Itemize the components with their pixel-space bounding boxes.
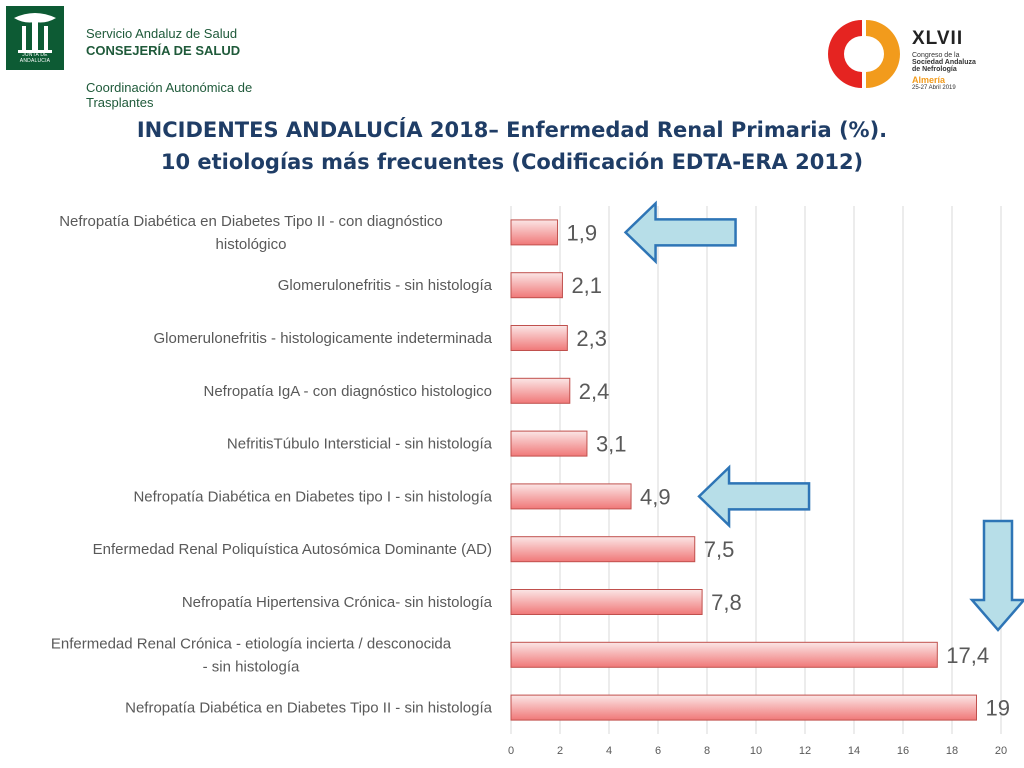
x-tick-label-8: 16 (897, 745, 909, 757)
bar-0 (510, 219, 559, 246)
value-label-4: 3,1 (596, 432, 627, 457)
chart-value-labels: 1,9 2,1 2,3 2,4 3,1 4,9 7,5 7,8 17,4 19 (567, 220, 1010, 720)
category-label-2: Glomerulonefritis - histologicamente ind… (154, 330, 493, 347)
bar-3 (510, 377, 571, 404)
chart-bars (510, 219, 977, 721)
category-label-8: Enfermedad Renal Crónica - etiología inc… (51, 635, 452, 675)
sas-logo: JUNTA DE ANDALUCIA Servicio Andaluz de S… (0, 0, 320, 110)
x-tick-label-1: 2 (557, 745, 563, 757)
congress-number: XLVII (912, 28, 964, 49)
congress-dates: 25-27 Abril 2019 (912, 85, 956, 91)
category-label-4: NefritisTúbulo Intersticial - sin histol… (227, 436, 493, 453)
congress-emblem-icon (828, 20, 900, 88)
value-label-5: 4,9 (640, 484, 671, 509)
arrow-down-icon-2 (969, 519, 1024, 632)
category-label-1: Glomerulonefritis - sin histología (278, 277, 493, 294)
category-label-0: Nefropatía Diabética en Diabetes Tipo II… (59, 213, 443, 253)
chart-title-line1: INCIDENTES ANDALUCÍA 2018– Enfermedad Re… (136, 118, 888, 142)
x-tick-label-2: 4 (606, 745, 612, 757)
congress-city: Almería (912, 75, 946, 85)
chart-x-ticks: 0 2 4 6 8 10 12 14 16 18 20 (508, 745, 1007, 757)
congress-logo: XLVII Congreso de la Sociedad Andaluza d… (822, 14, 1022, 94)
x-tick-label-5: 10 (750, 745, 762, 757)
congress-line3: de Nefrología (912, 66, 957, 73)
value-label-3: 2,4 (579, 379, 610, 404)
org-department: CONSEJERÍA DE SALUD (86, 43, 241, 58)
arrow-left-icon-1 (697, 464, 811, 529)
category-label-9: Nefropatía Diabética en Diabetes Tipo II… (125, 700, 493, 717)
value-label-6: 7,5 (704, 537, 735, 562)
x-tick-label-9: 18 (946, 745, 958, 757)
bar-2 (510, 325, 568, 351)
category-label-6: Enfermedad Renal Poliquística Autosómica… (93, 541, 492, 558)
congress-line1: Congreso de la (912, 52, 960, 59)
bar-6 (510, 536, 696, 563)
org-unit: Coordinación Autonómica de Trasplantes (86, 80, 253, 110)
junta-andalucia-seal (6, 6, 64, 70)
value-label-1: 2,1 (571, 273, 602, 298)
bar-1 (510, 272, 563, 299)
chart-category-labels: Nefropatía Diabética en Diabetes Tipo II… (51, 213, 493, 717)
seal-text: JUNTA DE ANDALUCIA (19, 52, 51, 64)
x-tick-label-7: 14 (848, 745, 860, 757)
bar-5 (510, 483, 632, 510)
bar-8 (510, 641, 938, 668)
bar-7 (510, 589, 703, 615)
value-label-2: 2,3 (576, 326, 607, 351)
chart-title-line2: 10 etiologías más frecuentes (Codificaci… (160, 150, 864, 174)
value-label-7: 7,8 (711, 590, 742, 615)
x-tick-label-0: 0 (508, 745, 514, 757)
value-label-9: 19 (986, 696, 1010, 721)
value-label-8: 17,4 (946, 643, 989, 668)
category-label-3: Nefropatía IgA - con diagnóstico histolo… (203, 383, 492, 400)
congress-line2: Sociedad Andaluza (912, 59, 976, 66)
bar-4 (510, 430, 588, 457)
x-tick-label-10: 20 (995, 745, 1007, 757)
x-tick-label-3: 6 (655, 745, 661, 757)
chart-annotations (623, 200, 1024, 632)
arrow-left-icon-0 (623, 200, 737, 265)
x-tick-label-6: 12 (799, 745, 811, 757)
value-label-0: 1,9 (567, 220, 598, 245)
category-label-5: Nefropatía Diabética en Diabetes tipo I … (133, 488, 492, 505)
org-name: Servicio Andaluz de Salud (86, 26, 238, 41)
x-tick-label-4: 8 (704, 745, 710, 757)
bar-9 (510, 694, 977, 721)
category-label-7: Nefropatía Hipertensiva Crónica- sin his… (182, 594, 493, 611)
seal-emblem-icon (14, 13, 56, 53)
